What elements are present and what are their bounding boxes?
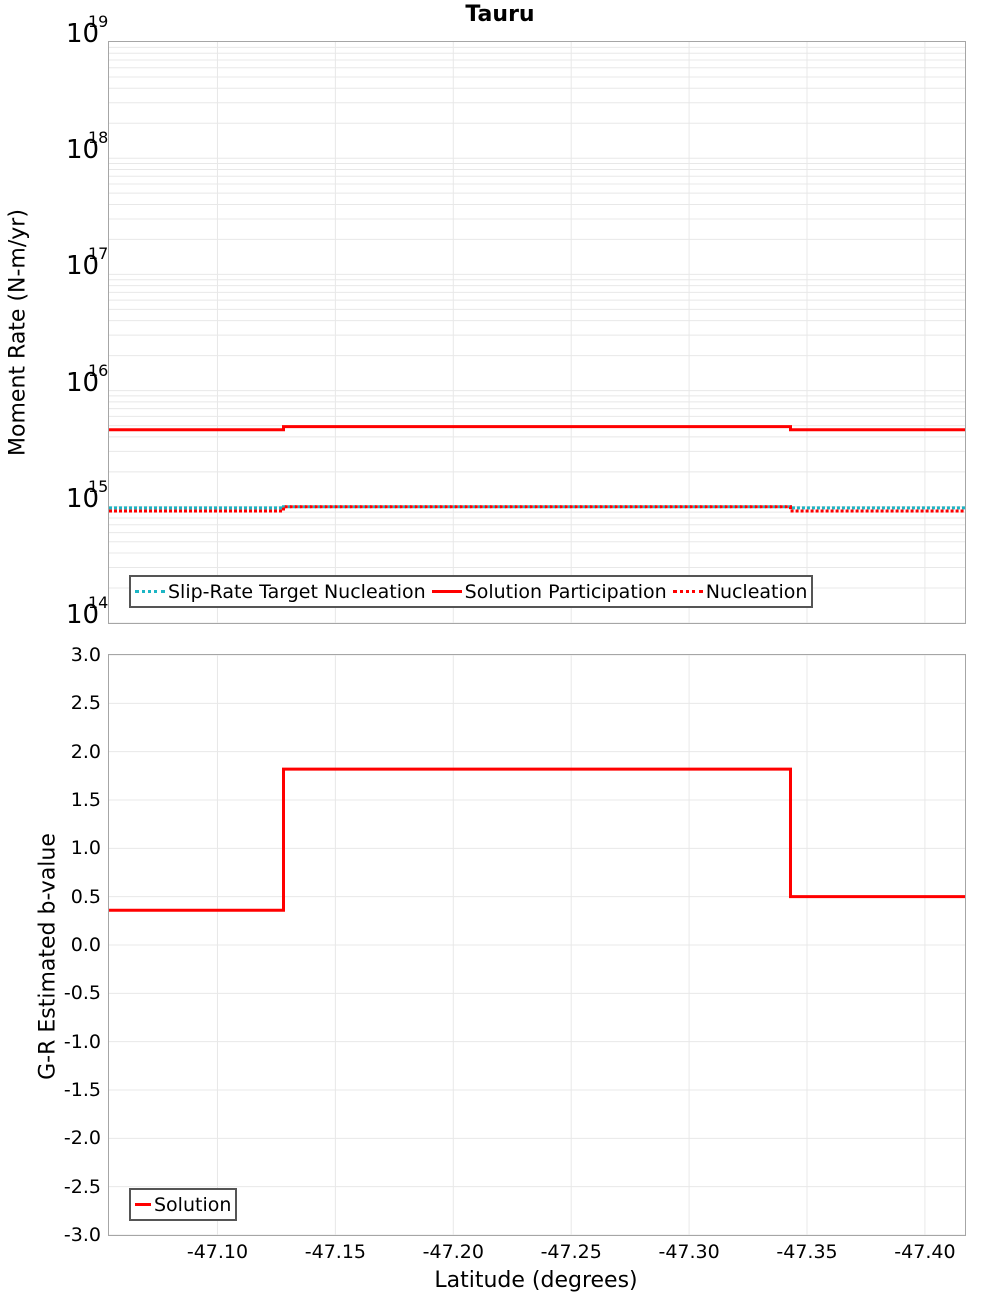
x-tick-label: -47.25 <box>526 1241 616 1263</box>
y-tick-label: -2.5 <box>64 1176 101 1198</box>
x-tick-label: -47.15 <box>290 1241 380 1263</box>
b-value-plot-area <box>109 655 965 1235</box>
y-tick-label: -2.0 <box>64 1127 101 1149</box>
moment-rate-plot-area <box>109 42 965 623</box>
x-tick-label: -47.20 <box>408 1241 498 1263</box>
y-tick-label: -0.5 <box>64 982 101 1004</box>
y-tick-label: 1018 <box>66 137 99 163</box>
legend-item-solution: Solution <box>135 1194 231 1216</box>
x-tick-label: -47.10 <box>172 1241 262 1263</box>
y-tick-label: 1014 <box>66 602 99 628</box>
y-tick-label: 1015 <box>66 486 99 512</box>
dotted-teal-line-icon <box>135 590 165 593</box>
series-solution-participation <box>109 427 965 430</box>
b-value-legend: Solution <box>129 1188 237 1221</box>
series-solution <box>109 769 965 910</box>
series-nucleation <box>109 507 965 511</box>
legend-label: Nucleation <box>706 581 808 603</box>
x-axis-label: Latitude (degrees) <box>0 1268 1000 1293</box>
y-tick-label: -1.0 <box>64 1031 101 1053</box>
legend-label: Solution <box>154 1194 231 1216</box>
legend-item-solution-participation: Solution Participation <box>432 581 667 603</box>
x-tick-label: -47.35 <box>762 1241 852 1263</box>
x-tick-label: -47.40 <box>880 1241 970 1263</box>
y-tick-label: 3.0 <box>71 644 101 666</box>
solid-red-line-icon <box>432 590 462 593</box>
y-tick-label: 1.5 <box>71 789 101 811</box>
legend-label: Solution Participation <box>465 581 667 603</box>
b-value-y-axis-label: G-R Estimated b-value <box>36 827 61 1087</box>
y-tick-label: 0.5 <box>71 886 101 908</box>
y-tick-label: -1.5 <box>64 1079 101 1101</box>
legend-label: Slip-Rate Target Nucleation <box>168 581 426 603</box>
solid-red-line-icon <box>135 1203 151 1206</box>
legend-item-target-nucleation: Slip-Rate Target Nucleation <box>135 581 426 603</box>
moment-rate-y-axis-label: Moment Rate (N-m/yr) <box>6 203 31 463</box>
y-tick-label: -3.0 <box>64 1224 101 1246</box>
y-tick-label: 1019 <box>66 21 99 47</box>
y-tick-label: 1.0 <box>71 837 101 859</box>
legend-item-nucleation: Nucleation <box>673 581 808 603</box>
y-tick-label: 2.0 <box>71 741 101 763</box>
chart-title: Tauru <box>0 2 1000 27</box>
y-tick-label: 2.5 <box>71 692 101 714</box>
moment-rate-legend: Slip-Rate Target Nucleation Solution Par… <box>129 575 813 608</box>
y-tick-label: 1017 <box>66 253 99 279</box>
x-tick-label: -47.30 <box>644 1241 734 1263</box>
y-tick-label: 0.0 <box>71 934 101 956</box>
b-value-plot <box>108 654 966 1236</box>
moment-rate-plot <box>108 41 966 624</box>
dotted-red-line-icon <box>673 590 703 593</box>
y-tick-label: 1016 <box>66 370 99 396</box>
